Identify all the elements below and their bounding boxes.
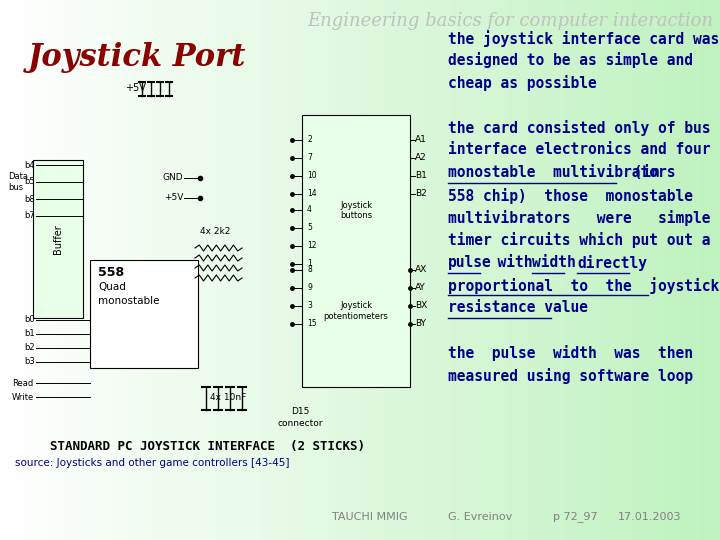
Text: p 72_97: p 72_97 [553, 511, 598, 522]
Text: 4x 10nF: 4x 10nF [210, 393, 246, 402]
Text: width: width [532, 255, 576, 270]
Text: interface electronics and four: interface electronics and four [448, 143, 711, 158]
Text: 8: 8 [307, 266, 312, 274]
Text: Joystick
buttons: Joystick buttons [340, 200, 372, 220]
Text: BX: BX [415, 301, 427, 310]
Text: connector: connector [277, 420, 323, 429]
Text: 5: 5 [307, 224, 312, 233]
Text: 558: 558 [98, 266, 124, 279]
Text: 15: 15 [307, 320, 317, 328]
FancyBboxPatch shape [90, 260, 198, 368]
Text: b0: b0 [24, 315, 35, 325]
Text: STANDARD PC JOYSTICK INTERFACE  (2 STICKS): STANDARD PC JOYSTICK INTERFACE (2 STICKS… [50, 440, 366, 453]
Text: 17.01.2003: 17.01.2003 [618, 512, 682, 522]
Text: designed to be as simple and: designed to be as simple and [448, 52, 693, 69]
Text: b3: b3 [24, 357, 35, 367]
Text: 1: 1 [307, 260, 312, 268]
Text: 10: 10 [307, 172, 317, 180]
Text: b1: b1 [24, 329, 35, 339]
Text: AY: AY [415, 284, 426, 293]
Text: AX: AX [415, 266, 427, 274]
Text: source: Joysticks and other game controllers [43-45]: source: Joysticks and other game control… [15, 458, 289, 468]
Text: Buffer: Buffer [53, 224, 63, 254]
Text: the joystick interface card was: the joystick interface card was [448, 30, 719, 47]
Text: pulse: pulse [448, 255, 492, 270]
Text: GND: GND [163, 173, 183, 183]
Text: Joystick Port: Joystick Port [28, 42, 246, 73]
FancyBboxPatch shape [33, 160, 83, 318]
Text: resistance value: resistance value [448, 300, 588, 315]
Text: 2: 2 [307, 136, 312, 145]
Text: G. Evreinov: G. Evreinov [448, 512, 512, 522]
Text: timer circuits which put out a: timer circuits which put out a [448, 233, 711, 248]
Text: +5V: +5V [163, 193, 183, 202]
Text: monostable  multivibrators: monostable multivibrators [448, 165, 675, 180]
Text: the card consisted only of bus: the card consisted only of bus [448, 120, 711, 136]
Text: Write: Write [12, 393, 35, 402]
Text: D15: D15 [291, 408, 309, 416]
Text: b8: b8 [24, 194, 35, 204]
Text: with: with [480, 255, 550, 270]
Text: b4: b4 [24, 160, 35, 170]
Text: Engineering basics for computer interaction: Engineering basics for computer interact… [307, 12, 713, 30]
Text: b2: b2 [24, 343, 35, 353]
Text: monostable: monostable [98, 296, 160, 306]
Text: 558 chip)  those  monostable: 558 chip) those monostable [448, 187, 693, 204]
Text: 7: 7 [307, 153, 312, 163]
Text: B2: B2 [415, 190, 427, 199]
Text: the  pulse  width  was  then: the pulse width was then [448, 345, 693, 361]
Text: Read: Read [12, 379, 33, 388]
FancyBboxPatch shape [302, 115, 410, 387]
Text: A2: A2 [415, 153, 427, 163]
Text: 12: 12 [307, 241, 317, 251]
Text: cheap as possible: cheap as possible [448, 75, 597, 91]
Text: TAUCHI MMIG: TAUCHI MMIG [332, 512, 408, 522]
Text: 4: 4 [307, 206, 312, 214]
Text: 3: 3 [307, 301, 312, 310]
Text: +5V: +5V [125, 83, 146, 93]
Text: A1: A1 [415, 136, 427, 145]
Text: Quad: Quad [98, 282, 126, 292]
Text: b5: b5 [24, 178, 35, 186]
Text: 9: 9 [307, 284, 312, 293]
Text: BY: BY [415, 320, 426, 328]
Text: 4x 2k2: 4x 2k2 [200, 227, 230, 237]
Text: (in: (in [616, 165, 660, 180]
Text: directly: directly [577, 255, 647, 271]
Text: proportional  to  the  joystick: proportional to the joystick [448, 278, 719, 294]
Text: measured using software loop: measured using software loop [448, 368, 693, 383]
Text: Data
bus: Data bus [8, 172, 28, 192]
Text: multivibrators   were   simple: multivibrators were simple [448, 210, 711, 226]
Text: B1: B1 [415, 172, 427, 180]
Text: Joystick
potentiometers: Joystick potentiometers [323, 301, 388, 321]
Text: 14: 14 [307, 190, 317, 199]
Text: b7: b7 [24, 212, 35, 220]
